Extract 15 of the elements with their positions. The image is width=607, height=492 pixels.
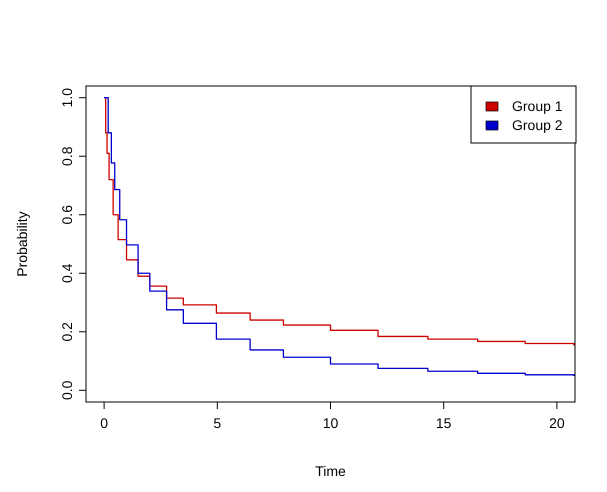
y-tick-label: 0.2	[59, 322, 75, 342]
y-tick-label: 0.0	[59, 380, 75, 400]
x-tick-label: 20	[549, 415, 565, 431]
y-tick-label: 0.6	[59, 204, 75, 224]
x-tick-label: 15	[436, 415, 452, 431]
legend-label: Group 1	[512, 98, 563, 114]
y-tick-label: 0.8	[59, 146, 75, 166]
y-axis-title: Probability	[14, 211, 30, 277]
y-tick-label: 0.4	[59, 263, 75, 283]
x-tick-label: 0	[100, 415, 108, 431]
x-tick-label: 5	[213, 415, 222, 431]
legend-label: Group 2	[512, 117, 563, 133]
y-tick-label: 1.0	[59, 88, 75, 108]
x-tick-label: 10	[322, 415, 338, 431]
x-axis-title: Time	[315, 463, 346, 479]
